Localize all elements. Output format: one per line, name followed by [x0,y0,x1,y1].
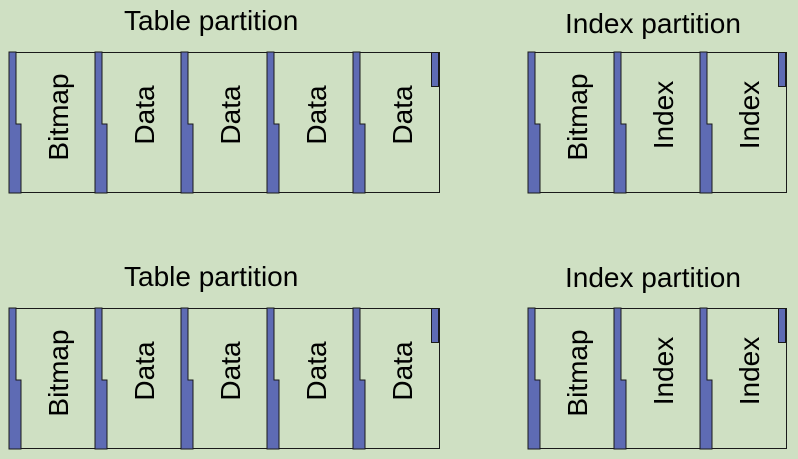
page-tab-marker [266,307,280,450]
page-label: Bitmap [562,73,593,161]
data-page: Data [180,51,268,194]
data-page: Data [352,51,440,194]
page-label: Bitmap [562,329,593,417]
partition-title: Table partition [124,5,299,36]
bitmap-page: Bitmap [527,51,615,194]
page-label: Data [387,85,418,145]
page-tab-marker [266,51,280,194]
page-label: Bitmap [43,329,74,417]
page-notch-marker [778,308,786,343]
page-label: Data [301,85,332,145]
data-page: Data [180,307,268,450]
bitmap-page: Bitmap [8,307,96,450]
data-page: Data [352,307,440,450]
index-page: Index [613,51,701,194]
index-page: Index [699,307,787,450]
data-page: Data [266,307,354,450]
page-tab-marker [180,51,194,194]
page-tab-marker [699,51,713,194]
data-page: Data [94,307,182,450]
page-label: Index [734,336,765,406]
index-page: Index [613,307,701,450]
page-tab-marker [180,307,194,450]
bitmap-page: Bitmap [8,51,96,194]
page-tab-marker [94,51,108,194]
page-tab-marker [8,307,22,450]
index-page: Index [699,51,787,194]
page-label: Index [734,80,765,150]
data-page: Data [94,51,182,194]
page-tab-marker [8,51,22,194]
partition-title: Table partition [124,261,299,292]
page-label: Data [129,341,160,401]
page-tab-marker [613,51,627,194]
page-notch-marker [431,52,439,87]
page-tab-marker [527,307,541,450]
page-notch-marker [431,308,439,343]
page-notch-marker [778,52,786,87]
page-label: Bitmap [43,73,74,161]
page-tab-marker [352,307,366,450]
partition-title: Index partition [565,262,741,293]
page-tab-marker [527,51,541,194]
page-label: Data [387,341,418,401]
data-page: Data [266,51,354,194]
page-label: Index [648,336,679,406]
page-tab-marker [94,307,108,450]
partition-title: Index partition [565,8,741,39]
page-label: Data [215,85,246,145]
bitmap-page: Bitmap [527,307,615,450]
page-label: Data [129,85,160,145]
page-label: Data [301,341,332,401]
page-tab-marker [352,51,366,194]
page-label: Index [648,80,679,150]
page-tab-marker [699,307,713,450]
page-tab-marker [613,307,627,450]
page-label: Data [215,341,246,401]
